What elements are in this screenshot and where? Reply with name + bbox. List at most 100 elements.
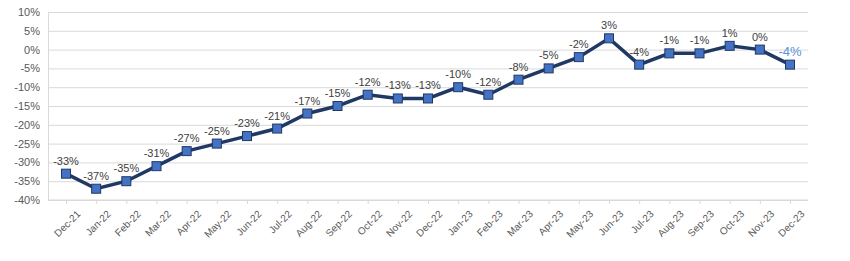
- data-label: -1%: [660, 34, 680, 46]
- data-labels: -33%-37%-35%-31%-27%-25%-23%-21%-17%-15%…: [53, 19, 802, 181]
- x-tick-label: Jun-22: [234, 208, 264, 238]
- y-tick-label: -15%: [14, 100, 40, 112]
- data-label: 1%: [722, 27, 738, 39]
- data-label: -1%: [690, 34, 710, 46]
- x-tick-mark: [488, 200, 489, 204]
- x-tick-label: Sep-23: [686, 208, 717, 239]
- marker: [695, 49, 704, 58]
- x-tick-label: Mar-22: [143, 208, 173, 238]
- data-label: -12%: [475, 76, 501, 88]
- x-tick: Jul-22: [267, 200, 294, 235]
- x-tick-label: Jan-22: [83, 208, 113, 238]
- x-tick-label: Feb-22: [113, 208, 143, 238]
- y-tick-label: -40%: [14, 194, 40, 206]
- x-tick: Aug-22: [293, 200, 324, 239]
- x-tick: Jan-23: [445, 200, 475, 238]
- x-tick-mark: [669, 200, 670, 204]
- x-tick-mark: [126, 200, 127, 204]
- marker: [574, 53, 583, 62]
- marker: [635, 60, 644, 69]
- y-tick: 10%: [18, 6, 808, 18]
- x-tick: May-23: [564, 200, 596, 240]
- x-tick: Jan-22: [83, 200, 113, 238]
- data-label: -10%: [445, 68, 471, 80]
- marker: [755, 45, 764, 54]
- grid-line: [48, 125, 808, 126]
- x-tick-label: Aug-22: [293, 208, 324, 239]
- data-label: -13%: [385, 79, 411, 91]
- x-tick: Nov-23: [746, 200, 777, 239]
- x-tick-mark: [368, 200, 369, 204]
- x-tick-mark: [96, 200, 97, 204]
- x-tick-mark: [549, 200, 550, 204]
- marker: [725, 41, 734, 50]
- x-tick-label: Apr-22: [174, 208, 203, 237]
- data-label: -33%: [53, 155, 79, 167]
- y-tick-label: -35%: [14, 175, 40, 187]
- data-label: -4%: [778, 44, 802, 59]
- x-tick-mark: [217, 200, 218, 204]
- x-tick-mark: [277, 200, 278, 204]
- x-tick-mark: [428, 200, 429, 204]
- marker: [122, 177, 131, 186]
- x-tick-label: Jul-22: [267, 208, 294, 235]
- x-tick-mark: [760, 200, 761, 204]
- x-tick-mark: [579, 200, 580, 204]
- x-tick-mark: [609, 200, 610, 204]
- grid-line: [48, 50, 808, 51]
- data-label: -23%: [234, 117, 260, 129]
- x-tick-label: Oct-22: [355, 208, 384, 237]
- x-tick: Dec-21: [52, 200, 83, 239]
- y-tick-label: -30%: [14, 156, 40, 168]
- data-label: -37%: [83, 170, 109, 182]
- x-tick-mark: [307, 200, 308, 204]
- grid-line: [48, 106, 808, 107]
- marker: [544, 64, 553, 73]
- x-tick: Feb-23: [475, 200, 505, 238]
- x-tick-mark: [187, 200, 188, 204]
- data-label: -15%: [325, 87, 351, 99]
- y-axis: -40%-35%-30%-25%-20%-15%-10%-5%0%5%10%: [14, 6, 808, 206]
- x-tick-mark: [157, 200, 158, 204]
- grid-line: [48, 144, 808, 145]
- data-label: -13%: [415, 79, 441, 91]
- y-tick: -40%: [14, 194, 808, 206]
- marker: [333, 102, 342, 111]
- x-tick-label: Mar-23: [505, 208, 535, 238]
- x-tick-label: Jul-23: [629, 208, 656, 235]
- grid-line: [48, 181, 808, 182]
- x-tick-label: Dec-23: [776, 208, 807, 239]
- data-label: -21%: [264, 110, 290, 122]
- data-label: -35%: [113, 162, 139, 174]
- x-tick-mark: [519, 200, 520, 204]
- data-label: -8%: [509, 61, 529, 73]
- x-tick: Jul-23: [629, 200, 656, 235]
- x-tick: Sep-22: [324, 200, 355, 239]
- x-tick: Apr-22: [174, 200, 203, 237]
- x-tick-mark: [66, 200, 67, 204]
- marker: [514, 75, 523, 84]
- grid-line: [48, 68, 808, 69]
- x-tick: Oct-22: [355, 200, 384, 237]
- x-tick-mark: [338, 200, 339, 204]
- y-tick-label: 10%: [18, 6, 40, 18]
- x-tick-mark: [639, 200, 640, 204]
- x-tick-mark: [398, 200, 399, 204]
- x-tick-label: Nov-22: [384, 208, 415, 239]
- marker: [303, 109, 312, 118]
- marker: [393, 94, 402, 103]
- chart: -40%-35%-30%-25%-20%-15%-10%-5%0%5%10%De…: [0, 0, 850, 261]
- x-tick: Feb-22: [113, 200, 143, 238]
- x-tick-label: Jan-23: [445, 208, 475, 238]
- y-tick-label: 0%: [24, 44, 40, 56]
- marker: [786, 60, 795, 69]
- x-tick-label: Nov-23: [746, 208, 777, 239]
- x-tick-label: May-22: [202, 208, 234, 240]
- y-tick: -25%: [14, 138, 808, 150]
- marker: [243, 132, 252, 141]
- x-tick-label: Dec-21: [52, 208, 83, 239]
- x-tick-mark: [700, 200, 701, 204]
- y-tick: -10%: [14, 81, 808, 93]
- plot-area: [62, 34, 795, 193]
- x-tick: May-22: [202, 200, 234, 240]
